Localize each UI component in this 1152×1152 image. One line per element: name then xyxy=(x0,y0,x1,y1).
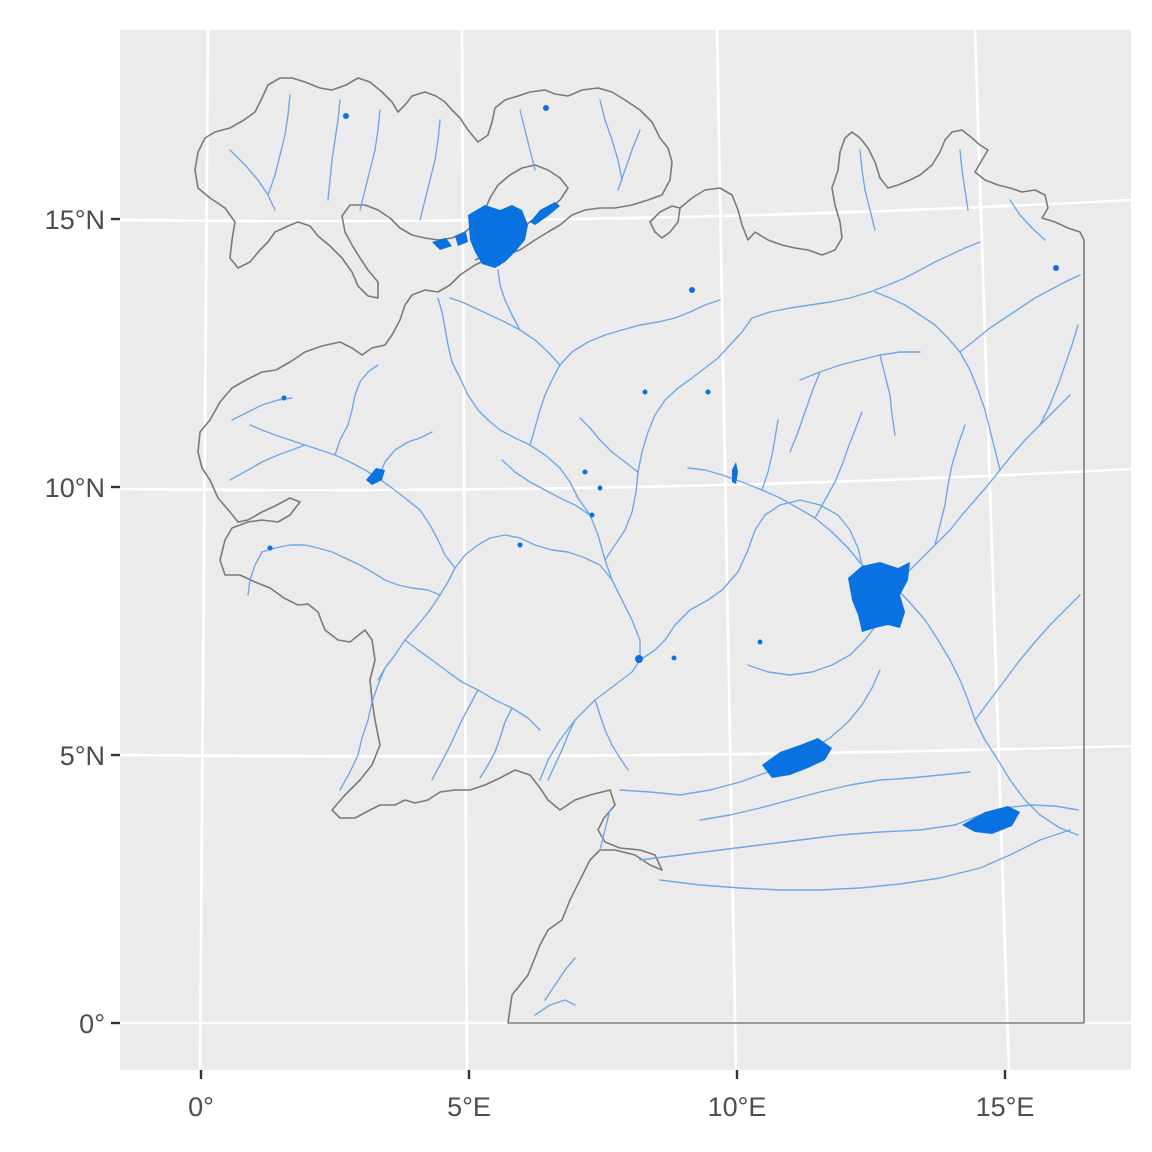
river xyxy=(789,371,821,453)
lake xyxy=(582,469,588,475)
meridian-15e xyxy=(973,29,1011,1071)
river xyxy=(249,424,456,569)
x-tick-label: 5°E xyxy=(447,1092,491,1122)
river xyxy=(431,689,479,781)
river xyxy=(974,594,1081,721)
lake xyxy=(1053,265,1059,271)
river xyxy=(699,771,971,821)
river xyxy=(761,419,779,491)
coastline-northeast-bay xyxy=(649,205,681,239)
lake xyxy=(543,105,549,111)
river xyxy=(377,431,433,479)
lake xyxy=(281,395,287,401)
river xyxy=(599,809,611,851)
x-tick-label: 10°E xyxy=(708,1092,767,1122)
river xyxy=(497,269,521,331)
river xyxy=(579,417,639,473)
meridian-10e xyxy=(715,29,738,1071)
river xyxy=(617,129,641,191)
river xyxy=(687,467,863,566)
river xyxy=(547,719,576,781)
river xyxy=(934,424,966,546)
parallel-10n xyxy=(119,467,1132,492)
lake xyxy=(343,113,349,119)
lake xyxy=(962,806,1020,834)
river xyxy=(594,699,629,771)
lake xyxy=(597,485,603,491)
river xyxy=(879,354,896,436)
y-tick-label: 15°N xyxy=(45,205,105,235)
lake xyxy=(517,542,523,548)
river xyxy=(659,829,1071,891)
lake xyxy=(762,738,832,778)
lake xyxy=(530,202,560,225)
river xyxy=(339,654,396,791)
river xyxy=(544,957,576,1001)
river xyxy=(814,411,863,519)
lake xyxy=(705,389,711,395)
river xyxy=(519,109,536,171)
river xyxy=(599,99,623,181)
river xyxy=(1009,199,1046,241)
y-tick-label: 10°N xyxy=(45,473,105,503)
y-tick-label: 0° xyxy=(79,1009,105,1039)
river xyxy=(479,707,513,779)
parallel-5n xyxy=(119,744,1132,758)
river xyxy=(359,109,381,211)
river xyxy=(534,999,576,1016)
lake xyxy=(757,639,763,645)
river xyxy=(404,639,541,731)
river xyxy=(327,99,341,201)
lake xyxy=(589,512,595,518)
river xyxy=(954,804,1079,826)
graticule xyxy=(119,29,1132,1071)
lake xyxy=(432,238,452,250)
lake xyxy=(267,545,273,551)
lake xyxy=(671,655,677,661)
river xyxy=(247,551,263,596)
river xyxy=(959,149,969,211)
lake xyxy=(642,389,648,395)
river xyxy=(449,297,561,366)
river xyxy=(751,241,981,319)
river xyxy=(229,149,276,211)
river xyxy=(267,94,291,196)
lake xyxy=(455,232,468,246)
map-panel xyxy=(120,30,1131,1070)
lake xyxy=(635,655,643,663)
parallel-15n xyxy=(119,198,1132,223)
river xyxy=(377,534,613,681)
river xyxy=(639,824,956,861)
lake xyxy=(366,468,385,485)
meridian-0 xyxy=(198,29,210,1071)
river xyxy=(639,499,863,661)
lake xyxy=(468,205,528,268)
river xyxy=(959,274,1081,353)
y-tick-label: 5°N xyxy=(60,741,105,771)
river xyxy=(604,317,753,561)
river-network xyxy=(229,94,1081,1016)
meridian-5e xyxy=(460,29,469,1071)
lake xyxy=(732,462,738,484)
river xyxy=(1039,324,1079,426)
river xyxy=(477,409,641,781)
river xyxy=(501,459,591,516)
river xyxy=(859,149,876,231)
x-tick-label: 0° xyxy=(188,1092,214,1122)
x-tick-label: 15°E xyxy=(976,1092,1035,1122)
river xyxy=(334,364,379,456)
river xyxy=(437,297,479,411)
river xyxy=(529,299,721,446)
lake xyxy=(848,562,910,632)
river xyxy=(229,444,306,481)
coastline xyxy=(194,77,1085,1024)
x-axis: 0° 5°E 10°E 15°E xyxy=(188,1070,1034,1122)
lakes xyxy=(267,105,1059,834)
river xyxy=(419,119,441,221)
y-axis: 0° 5°N 10°N 15°N xyxy=(45,205,120,1039)
river xyxy=(261,544,441,596)
lake xyxy=(689,287,695,293)
